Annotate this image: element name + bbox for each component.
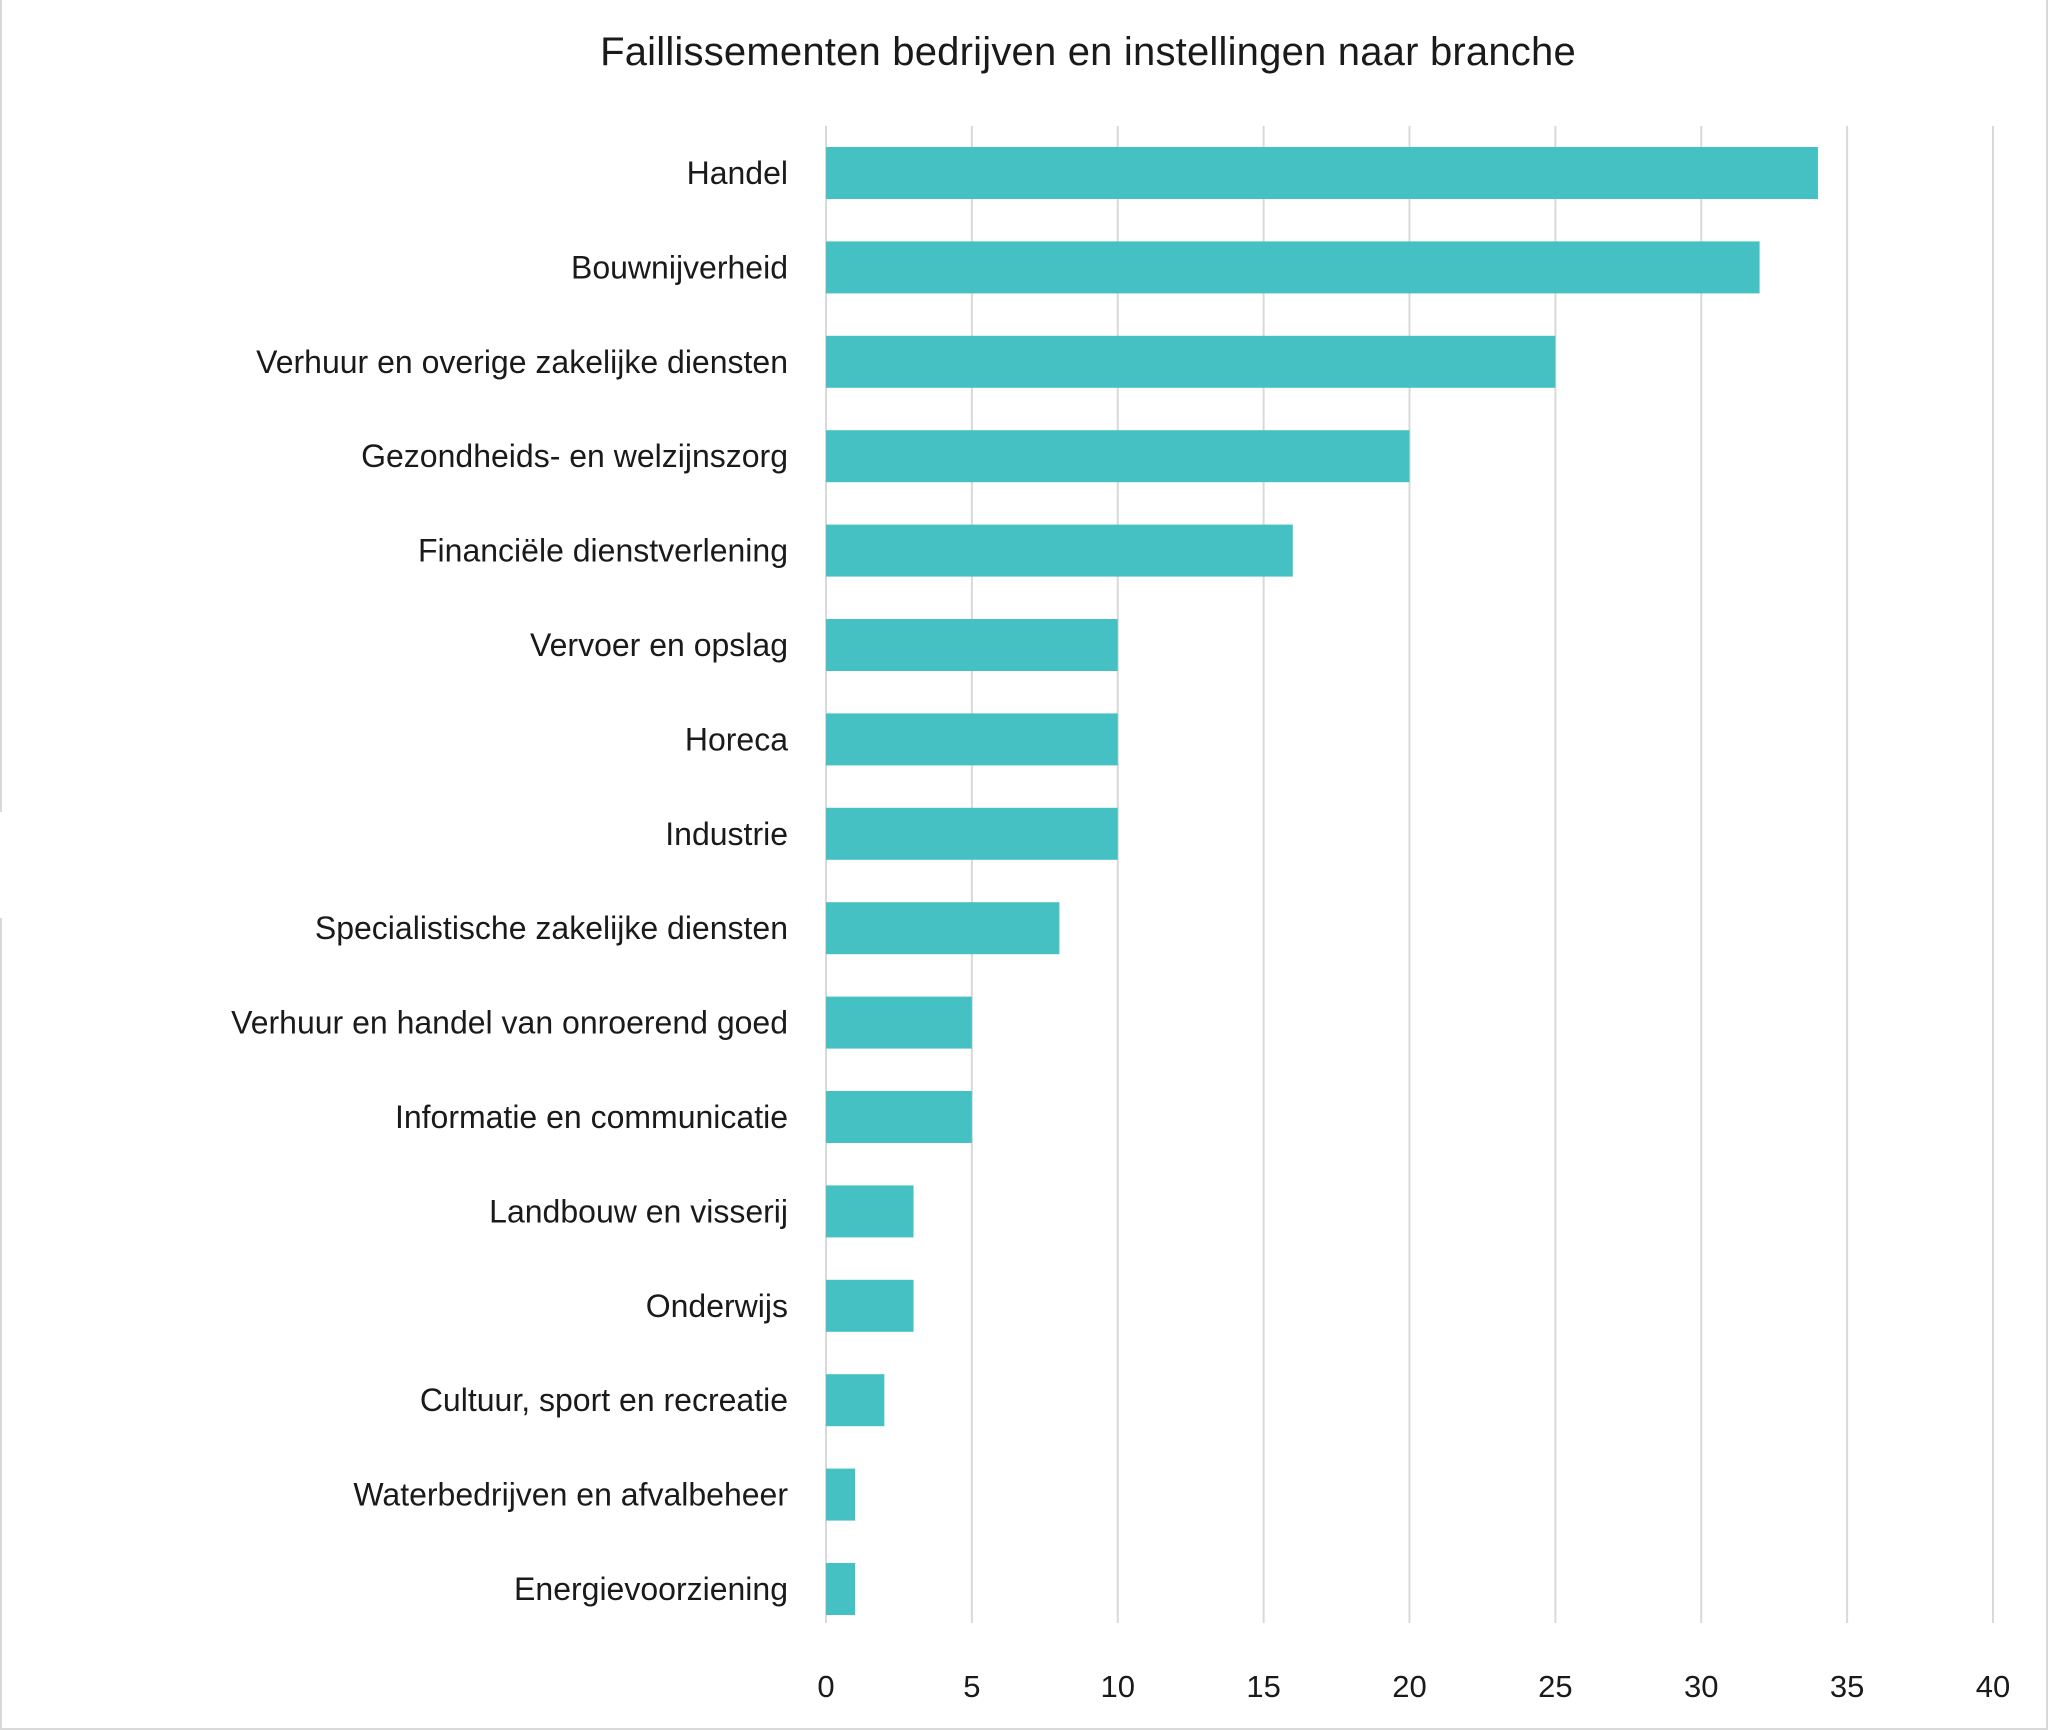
bar	[826, 241, 1760, 294]
bar	[826, 902, 1060, 955]
x-tick-label: 30	[1684, 1669, 1718, 1704]
category-label: Vervoer en opslag	[530, 627, 788, 663]
bar	[826, 1091, 972, 1143]
left-edge-line-bottom	[0, 918, 2, 1730]
category-label: Waterbedrijven en afvalbeheer	[353, 1477, 788, 1513]
category-label: Handel	[687, 155, 788, 191]
bar	[826, 524, 1293, 577]
category-label: Informatie en communicatie	[395, 1099, 788, 1135]
bar	[826, 1374, 885, 1427]
category-label: Specialistische zakelijke diensten	[315, 910, 788, 946]
category-label: Verhuur en overige zakelijke diensten	[256, 344, 788, 380]
bars	[826, 147, 1818, 1615]
left-edge-line-top	[0, 0, 2, 812]
bar	[826, 147, 1818, 199]
category-label: Horeca	[685, 721, 788, 757]
bar	[826, 335, 1556, 388]
bar	[826, 713, 1118, 766]
category-label: Energievoorziening	[514, 1571, 788, 1607]
x-tick-label: 0	[817, 1669, 834, 1704]
bar	[826, 430, 1410, 483]
category-label: Bouwnijverheid	[571, 249, 788, 285]
category-label: Industrie	[665, 816, 788, 852]
x-tick-label: 40	[1976, 1669, 2010, 1704]
bar	[826, 807, 1118, 860]
x-tick-label: 15	[1246, 1669, 1280, 1704]
x-tick-label: 35	[1830, 1669, 1864, 1704]
x-tick-label: 20	[1392, 1669, 1426, 1704]
category-label: Onderwijs	[646, 1288, 788, 1324]
category-label: Verhuur en handel van onroerend goed	[231, 1005, 788, 1041]
category-label: Landbouw en visserij	[489, 1193, 788, 1229]
x-tick-label: 10	[1101, 1669, 1135, 1704]
x-tick-label: 5	[963, 1669, 980, 1704]
bar	[826, 1185, 914, 1238]
category-label: Financiële dienstverlening	[418, 533, 788, 569]
bar	[826, 619, 1118, 671]
category-labels: Handel Bouwnijverheid Verhuur en overige z…	[231, 155, 788, 1607]
chart-title: Faillissementen bedrijven en instellinge…	[600, 30, 1576, 74]
category-label: Gezondheids- en welzijnszorg	[361, 438, 788, 474]
x-tick-label: 25	[1538, 1669, 1572, 1704]
bar	[826, 1468, 856, 1521]
x-axis-tick-labels: 0 5 10 15 20 25 30 35 40	[817, 1669, 2010, 1704]
category-label: Cultuur, sport en recreatie	[420, 1382, 788, 1418]
bar	[826, 1563, 856, 1615]
bar	[826, 1279, 914, 1332]
bar	[826, 996, 972, 1049]
